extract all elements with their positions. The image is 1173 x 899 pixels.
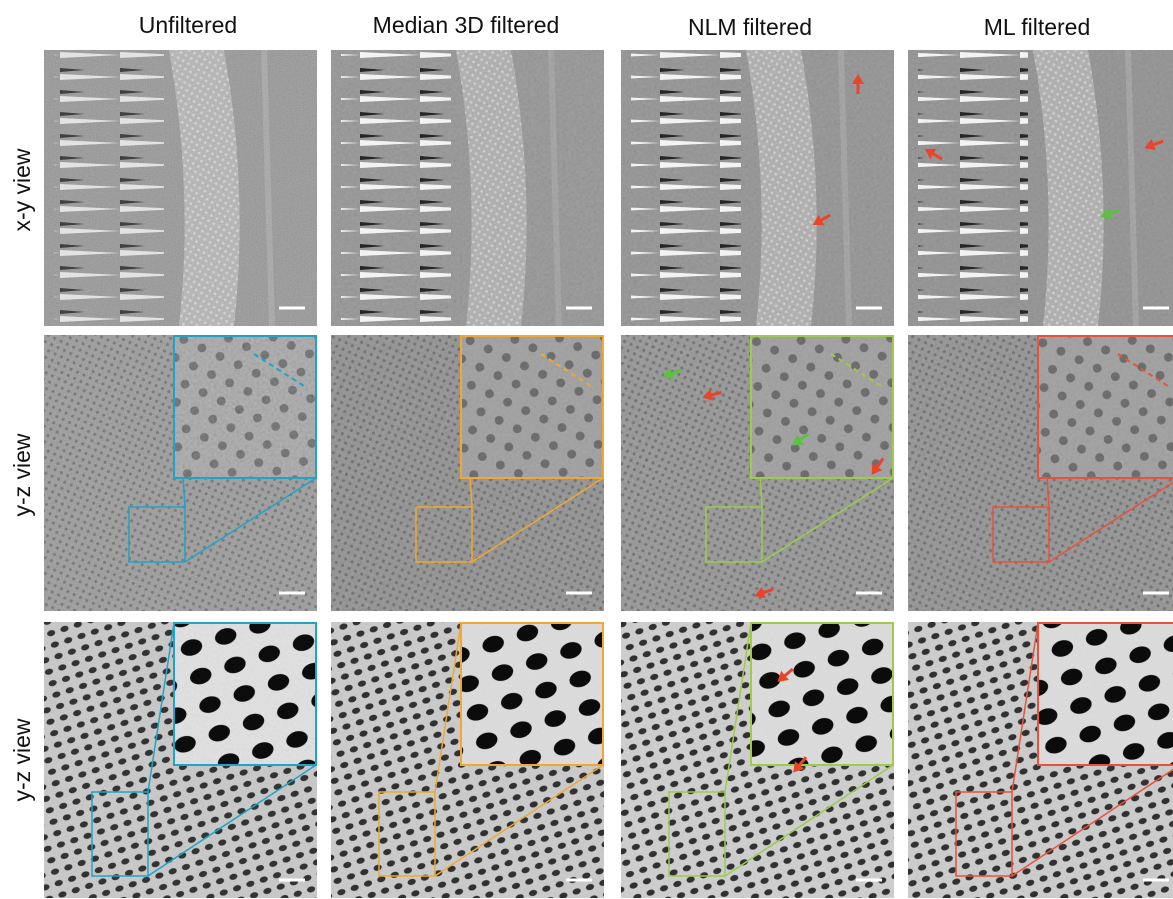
image-panel xyxy=(331,335,604,611)
inset-noise xyxy=(751,336,893,478)
image-panel xyxy=(908,335,1173,611)
noise xyxy=(621,50,894,326)
row-label: y-z view xyxy=(9,718,35,801)
inset-noise xyxy=(1038,336,1173,478)
column-title: NLM filtered xyxy=(688,14,812,40)
image-panel xyxy=(331,50,604,326)
image-panel xyxy=(621,622,894,898)
image-panel xyxy=(44,335,317,611)
image-panel xyxy=(331,622,604,898)
image-panel xyxy=(44,622,317,898)
noise xyxy=(44,50,317,326)
inset-noise xyxy=(461,336,603,478)
column-title: ML filtered xyxy=(984,14,1091,40)
row-label: y-z view xyxy=(9,433,35,516)
column-title: Median 3D filtered xyxy=(373,12,560,38)
inset-noise xyxy=(1038,623,1173,765)
inset-noise xyxy=(461,623,603,765)
noise xyxy=(331,50,604,326)
image-panel xyxy=(908,50,1173,326)
image-panel xyxy=(621,50,894,326)
inset-noise xyxy=(174,336,316,478)
inset-noise xyxy=(174,623,316,765)
image-panel xyxy=(908,622,1173,898)
inset-noise xyxy=(751,623,893,765)
image-panel xyxy=(44,50,317,326)
figure: Unfiltered Median 3D filtered NLM filter… xyxy=(0,0,1173,899)
image-panel xyxy=(621,335,894,611)
column-title: Unfiltered xyxy=(139,12,237,38)
row-label: x-y view xyxy=(9,148,35,231)
noise xyxy=(908,50,1173,326)
